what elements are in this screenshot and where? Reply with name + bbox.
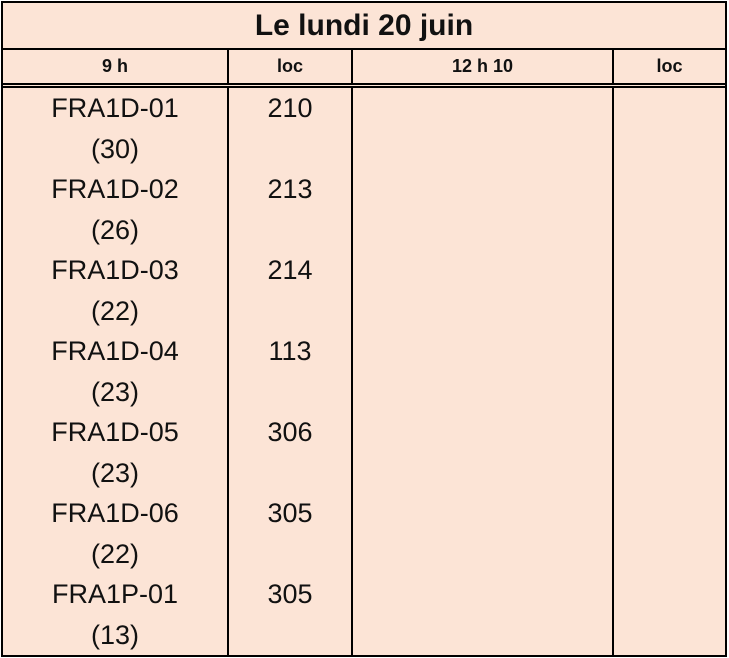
- group-code: FRA1P-01: [51, 579, 179, 609]
- group-code: FRA1D-01: [51, 93, 179, 123]
- room-cell: 305: [229, 493, 351, 574]
- room-cell: 214: [229, 250, 351, 331]
- group-code: FRA1D-02: [51, 174, 179, 204]
- table-body: FRA1D-01 (30) FRA1D-02 (26) FRA1D-03 (22…: [3, 88, 725, 655]
- afternoon-group-column-empty: [353, 88, 614, 655]
- group-cell: FRA1P-01 (13): [3, 574, 227, 655]
- group-count: (22): [90, 295, 139, 326]
- header-12h10: 12 h 10: [353, 50, 614, 83]
- group-count: (26): [90, 214, 139, 245]
- room-cell: 113: [229, 331, 351, 412]
- room-number: 113: [268, 336, 312, 366]
- room-number: 305: [267, 579, 313, 609]
- room-number: 210: [267, 93, 313, 123]
- group-cell: FRA1D-05 (23): [3, 412, 227, 493]
- header-row: 9 h loc 12 h 10 loc: [3, 50, 725, 88]
- header-loc-morning: loc: [229, 50, 353, 83]
- group-cell: FRA1D-01 (30): [3, 88, 227, 169]
- title-row: Le lundi 20 juin: [3, 3, 725, 50]
- group-cell: FRA1D-03 (22): [3, 250, 227, 331]
- group-count: (23): [90, 457, 139, 488]
- group-count: (22): [90, 538, 139, 569]
- header-loc-afternoon: loc: [656, 56, 683, 76]
- header-9h: 9 h: [3, 50, 229, 83]
- room-number: 213: [267, 174, 313, 204]
- afternoon-room-column-empty: [614, 88, 725, 655]
- room-cell: 306: [229, 412, 351, 493]
- group-code: FRA1D-03: [51, 255, 179, 285]
- group-count: (23): [90, 376, 139, 407]
- group-cell: FRA1D-04 (23): [3, 331, 227, 412]
- room-column: 210 213 214 113 306 305 305: [229, 88, 353, 655]
- group-cell: FRA1D-06 (22): [3, 493, 227, 574]
- room-number: 305: [267, 498, 313, 528]
- group-code: FRA1D-06: [51, 498, 179, 528]
- room-cell: 213: [229, 169, 351, 250]
- group-column: FRA1D-01 (30) FRA1D-02 (26) FRA1D-03 (22…: [3, 88, 229, 655]
- room-cell: 210: [229, 88, 351, 169]
- group-count: (30): [90, 133, 139, 164]
- group-count: (13): [90, 619, 139, 650]
- room-number: 306: [267, 417, 313, 447]
- group-cell: FRA1D-02 (26): [3, 169, 227, 250]
- page-title: Le lundi 20 juin: [254, 8, 474, 42]
- room-number: 214: [267, 255, 313, 285]
- room-cell: 305: [229, 574, 351, 655]
- group-code: FRA1D-04: [51, 336, 179, 366]
- group-code: FRA1D-05: [51, 417, 179, 447]
